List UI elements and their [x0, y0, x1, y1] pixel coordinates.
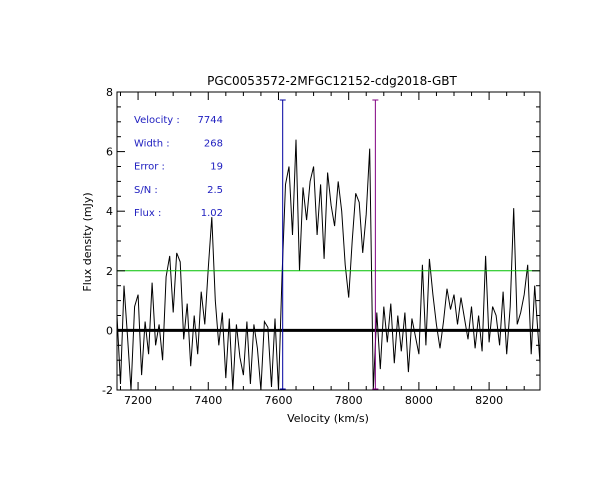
annotation-value: 2.5 [207, 185, 223, 196]
annotation-label: Width : [134, 138, 170, 149]
x-tick-label-7600: 7600 [264, 394, 292, 407]
y-tick-label-8: 8 [106, 86, 113, 99]
x-tick-label-7800: 7800 [335, 394, 363, 407]
annotation-label: Error : [134, 162, 165, 173]
annotation-value: 19 [210, 162, 223, 173]
annotation-value: 1.02 [201, 208, 223, 219]
annotation-label: Velocity : [134, 115, 180, 126]
x-axis-label: Velocity (km/s) [287, 412, 369, 425]
y-axis-label: Flux density (mJy) [81, 192, 94, 291]
y-tick-label-4: 4 [106, 205, 113, 218]
y-tick-label--2: -2 [102, 384, 113, 397]
y-tick-label-2: 2 [106, 265, 113, 278]
x-tick-label-7400: 7400 [194, 394, 222, 407]
x-tick-label-8200: 8200 [475, 394, 503, 407]
x-tick-label-7200: 7200 [124, 394, 152, 407]
plot-frame [116, 91, 541, 391]
y-tick-label-6: 6 [106, 146, 113, 159]
x-tick-label-8000: 8000 [405, 394, 433, 407]
annotation-value: 7744 [198, 115, 223, 126]
spectrum-line [116, 139, 541, 391]
annotation-label: S/N : [134, 185, 158, 196]
plot-area: 7200 7400 7600 7800 8000 8200 -2 0 2 4 6 8 Velocity … [102, 86, 541, 407]
annotation-label: Flux : [134, 208, 161, 219]
chart-title: PGC0053572-2MFGC12152-cdg2018-GBT [207, 74, 457, 88]
y-tick-label-0: 0 [106, 324, 113, 337]
annotation-value: 268 [204, 138, 223, 149]
